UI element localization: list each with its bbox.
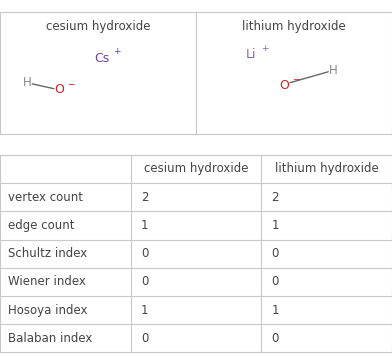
Text: 0: 0 [141,247,149,260]
Text: edge count: edge count [8,219,74,232]
Text: 1: 1 [271,304,279,316]
Text: Wiener index: Wiener index [8,276,86,288]
Text: 1: 1 [141,219,149,232]
Text: Balaban index: Balaban index [8,332,92,345]
Text: 2: 2 [271,191,279,204]
Text: O: O [54,83,64,96]
Text: lithium hydroxide: lithium hydroxide [275,162,379,176]
Text: 1: 1 [141,304,149,316]
Text: 0: 0 [271,247,279,260]
Text: Hosoya index: Hosoya index [8,304,87,316]
Text: 2: 2 [141,191,149,204]
Text: vertex count: vertex count [8,191,83,204]
Text: Li: Li [246,48,256,61]
Text: −: − [292,74,300,83]
Text: 0: 0 [141,276,149,288]
Text: Schultz index: Schultz index [8,247,87,260]
Text: +: + [113,47,120,56]
Text: 0: 0 [271,332,279,345]
Text: +: + [261,44,269,53]
Text: 1: 1 [271,219,279,232]
Text: 0: 0 [141,332,149,345]
Text: −: − [67,79,74,88]
Text: O: O [279,79,289,91]
Text: cesium hydroxide: cesium hydroxide [46,20,150,33]
Text: cesium hydroxide: cesium hydroxide [144,162,249,176]
Text: 0: 0 [271,276,279,288]
Text: lithium hydroxide: lithium hydroxide [242,20,346,33]
Text: H: H [329,64,338,77]
Text: Cs: Cs [94,52,109,65]
Text: H: H [23,76,32,89]
